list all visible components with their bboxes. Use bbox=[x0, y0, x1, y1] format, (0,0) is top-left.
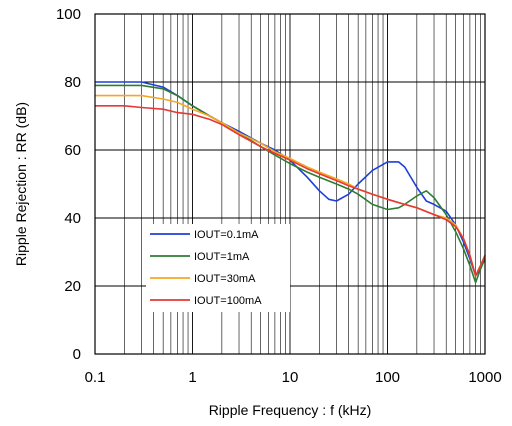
x-tick-label: 1000 bbox=[468, 369, 501, 386]
y-tick-label: 80 bbox=[64, 74, 81, 91]
x-tick-labels: 0.1 1 10 100 1000 bbox=[85, 369, 502, 386]
x-tick-label: 10 bbox=[282, 369, 299, 386]
y-tick-label: 60 bbox=[64, 142, 81, 159]
y-tick-label: 0 bbox=[73, 346, 81, 363]
series-layer bbox=[95, 81, 486, 284]
legend-label: IOUT=30mA bbox=[194, 273, 256, 285]
legend-label: IOUT=100mA bbox=[194, 295, 262, 307]
x-axis-title: Ripple Frequency : f (kHz) bbox=[209, 402, 372, 418]
x-tick-label: 0.1 bbox=[85, 369, 106, 386]
x-tick-label: 1 bbox=[188, 369, 196, 386]
legend-label: IOUT=0.1mA bbox=[194, 229, 259, 241]
y-tick-label: 40 bbox=[64, 210, 81, 227]
legend-box bbox=[146, 224, 290, 312]
y-tick-labels: 0 20 40 60 80 100 bbox=[56, 6, 81, 363]
y-tick-label: 100 bbox=[56, 6, 81, 23]
y-axis-title: Ripple Rejection : RR (dB) bbox=[13, 102, 29, 266]
series-line-4 bbox=[95, 105, 486, 277]
legend: IOUT=0.1mA IOUT=1mA IOUT=30mA IOUT=100mA bbox=[146, 224, 290, 312]
x-tick-label: 100 bbox=[375, 369, 400, 386]
series-line-2 bbox=[95, 84, 486, 284]
plot-frame bbox=[94, 13, 486, 355]
legend-label: IOUT=1mA bbox=[194, 251, 250, 263]
y-tick-label: 20 bbox=[64, 278, 81, 295]
